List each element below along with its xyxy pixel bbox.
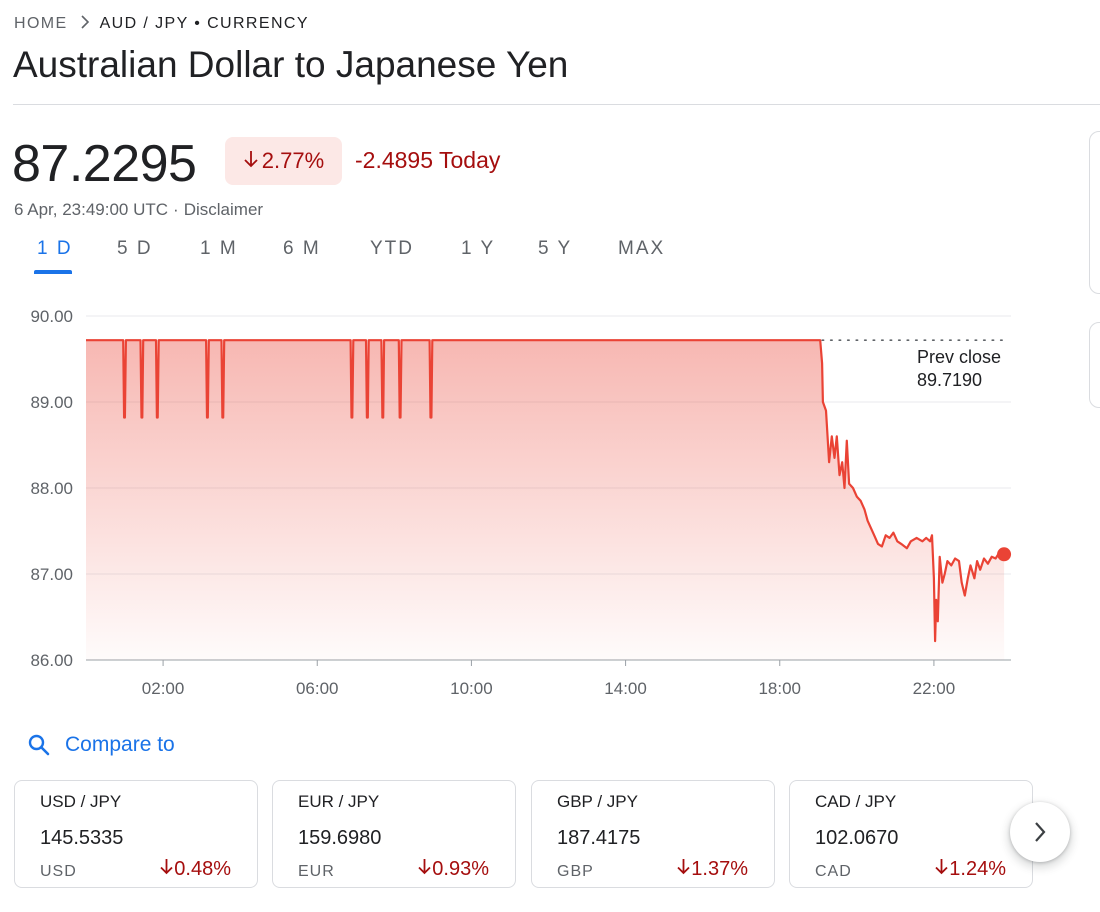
- range-tabs: 1 D 5 D 1 M 6 M YTD 1 Y 5 Y MAX: [0, 238, 720, 278]
- arrow-down-icon: [159, 858, 174, 880]
- x-tick-label: 22:00: [913, 679, 956, 698]
- card-change-percent: 0.93%: [432, 858, 489, 880]
- side-panel-card[interactable]: [1089, 322, 1100, 408]
- header-divider: [13, 104, 1100, 105]
- change-value: -2.4895 Today: [355, 147, 501, 173]
- y-tick-label: 86.00: [30, 651, 73, 670]
- x-tick-label: 18:00: [758, 679, 801, 698]
- card-value: 159.6980: [298, 827, 382, 849]
- card-pair: EUR / JPY: [298, 792, 380, 811]
- quote-timestamp-line: 6 Apr, 23:49:00 UTC · Disclaimer: [14, 200, 263, 220]
- card-change: 0.93%: [417, 858, 489, 881]
- card-change: 1.37%: [676, 858, 748, 881]
- change-percent-badge: 2.77%: [225, 137, 342, 185]
- compare-card-eur-jpy[interactable]: EUR / JPY 159.6980 EUR 0.93%: [272, 780, 516, 888]
- price-chart[interactable]: 90.00 89.00 88.00 87.00 86.00 02:00 06:00 10:00…: [0, 295, 1040, 705]
- card-currency: EUR: [298, 863, 335, 880]
- tab-1m[interactable]: 1 M: [200, 238, 238, 259]
- x-tick-label: 14:00: [604, 679, 647, 698]
- card-currency: USD: [40, 863, 77, 880]
- side-panel-card[interactable]: [1089, 131, 1100, 294]
- prev-close-label: Prev close: [917, 347, 1001, 367]
- card-value: 187.4175: [557, 827, 641, 849]
- search-icon: [28, 734, 50, 756]
- tab-max[interactable]: MAX: [618, 238, 666, 259]
- y-tick-label: 89.00: [30, 393, 73, 412]
- breadcrumb: HOME AUD / JPY • CURRENCY: [14, 13, 309, 35]
- current-price: 87.2295: [12, 135, 197, 193]
- card-change-percent: 1.37%: [691, 858, 748, 880]
- card-change-percent: 0.48%: [174, 858, 231, 880]
- tab-5d[interactable]: 5 D: [117, 238, 153, 259]
- series-area: [86, 340, 1005, 660]
- compare-card-gbp-jpy[interactable]: GBP / JPY 187.4175 GBP 1.37%: [531, 780, 775, 888]
- change-percent: 2.77%: [261, 148, 325, 173]
- tab-6m[interactable]: 6 M: [283, 238, 321, 259]
- compare-card-usd-jpy[interactable]: USD / JPY 145.5335 USD 0.48%: [14, 780, 258, 888]
- arrow-down-icon: [417, 858, 432, 880]
- last-point-marker: [997, 547, 1012, 562]
- card-change-percent: 1.24%: [949, 858, 1006, 880]
- compare-to-label: Compare to: [65, 733, 175, 756]
- y-tick-label: 90.00: [30, 307, 73, 326]
- compare-card-cad-jpy[interactable]: CAD / JPY 102.0670 CAD 1.24%: [789, 780, 1033, 888]
- card-pair: GBP / JPY: [557, 792, 638, 811]
- breadcrumb-current: AUD / JPY • CURRENCY: [99, 15, 309, 32]
- card-value: 145.5335: [40, 827, 124, 849]
- series-line: [86, 339, 1005, 643]
- next-cards-button[interactable]: [1010, 802, 1070, 862]
- tab-1d[interactable]: 1 D: [37, 238, 73, 259]
- y-tick-label: 87.00: [30, 565, 73, 584]
- active-tab-indicator: [34, 270, 72, 274]
- page-title: Australian Dollar to Japanese Yen: [13, 44, 569, 85]
- card-currency: GBP: [557, 863, 594, 880]
- tab-1y[interactable]: 1 Y: [461, 238, 496, 259]
- timestamp-separator: ·: [173, 200, 179, 219]
- chevron-right-icon: [1035, 822, 1046, 842]
- disclaimer-link[interactable]: Disclaimer: [183, 200, 264, 219]
- tab-ytd[interactable]: YTD: [370, 238, 414, 259]
- tab-5y[interactable]: 5 Y: [538, 238, 573, 259]
- chevron-right-icon: [80, 14, 90, 34]
- y-tick-label: 88.00: [30, 479, 73, 498]
- card-value: 102.0670: [815, 827, 899, 849]
- prev-close-value: 89.7190: [917, 370, 982, 390]
- x-tick-label: 10:00: [450, 679, 493, 698]
- card-change: 1.24%: [934, 858, 1006, 881]
- arrow-down-icon: [934, 858, 949, 880]
- breadcrumb-home[interactable]: HOME: [14, 15, 68, 32]
- arrow-down-icon: [676, 858, 691, 880]
- x-tick-label: 06:00: [296, 679, 339, 698]
- card-pair: USD / JPY: [40, 792, 122, 811]
- card-pair: CAD / JPY: [815, 792, 897, 811]
- card-change: 0.48%: [159, 858, 231, 881]
- card-currency: CAD: [815, 863, 852, 880]
- x-tick-label: 02:00: [142, 679, 185, 698]
- arrow-down-icon: [243, 148, 259, 174]
- compare-to-button[interactable]: Compare to: [28, 733, 175, 757]
- quote-timestamp: 6 Apr, 23:49:00 UTC: [14, 200, 169, 219]
